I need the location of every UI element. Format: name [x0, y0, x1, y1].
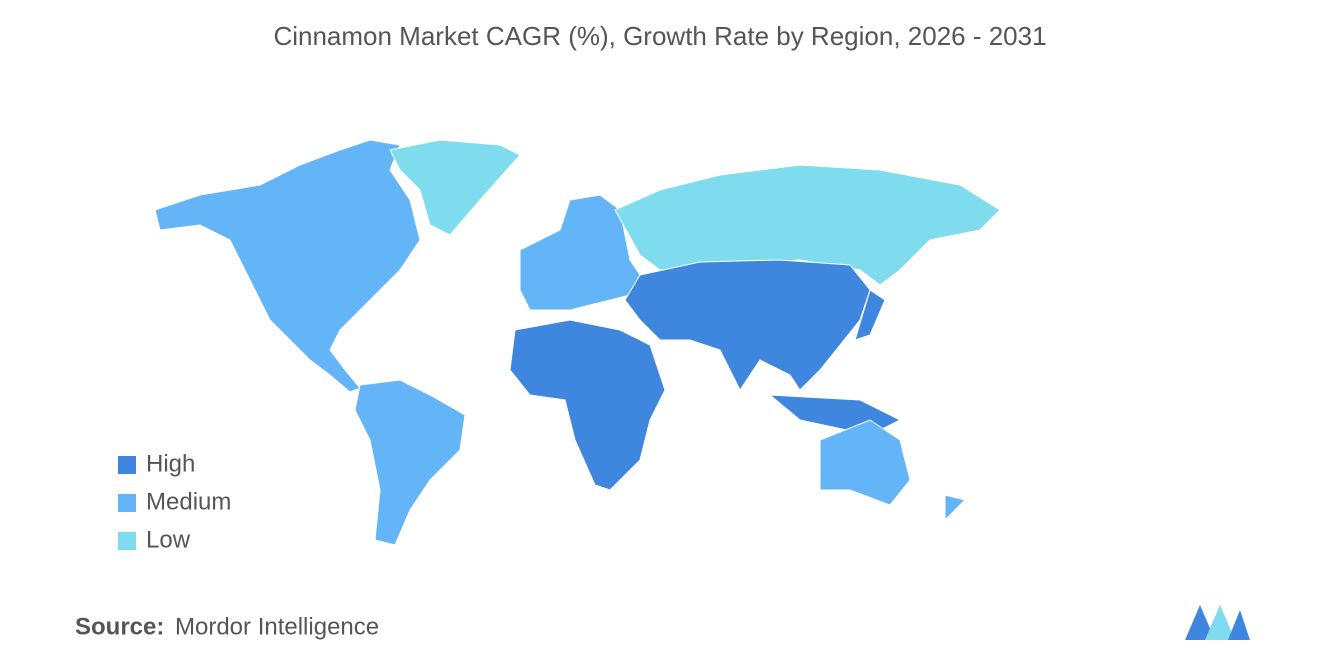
source: Mordor Intelligence: [175, 613, 379, 640]
legend-label: High: [146, 450, 195, 477]
japan: [854, 289, 886, 341]
asia: [624, 259, 871, 391]
source-label: Source:: [75, 613, 164, 640]
legend-swatch: [118, 456, 136, 474]
new-zealand: [944, 494, 966, 522]
world-map: [154, 139, 1001, 546]
legend-label: Low: [146, 526, 191, 553]
legend-label: Medium: [146, 488, 231, 515]
greenland: [389, 139, 521, 236]
australia: [819, 419, 911, 506]
legend-swatch: [118, 532, 136, 550]
north-america: [154, 139, 421, 393]
title: Cinnamon Market CAGR (%), Growth Rate by…: [273, 21, 1046, 51]
legend-swatch: [118, 494, 136, 512]
legend: High Medium Low: [118, 450, 231, 553]
africa: [509, 319, 666, 491]
south-america: [354, 379, 466, 546]
logo: [1185, 605, 1250, 640]
